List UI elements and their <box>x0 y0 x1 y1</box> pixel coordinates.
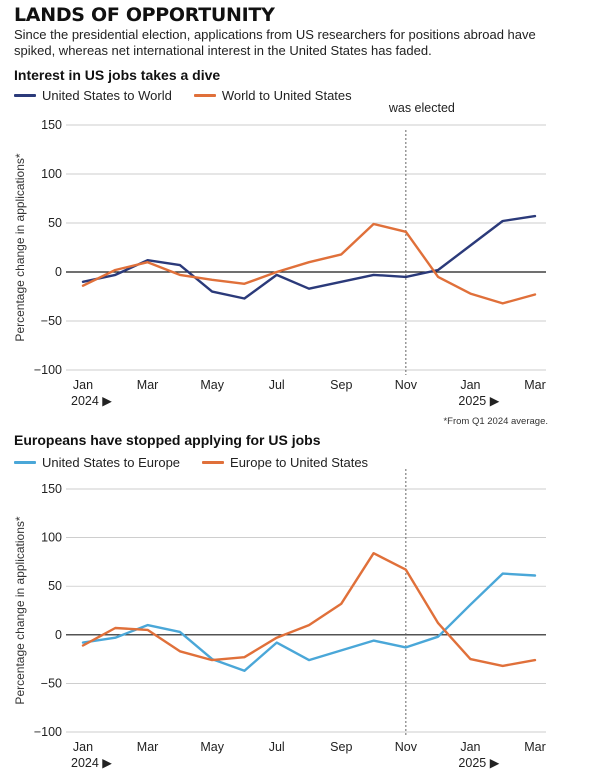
chart-1-legend-swatch-1 <box>193 94 216 97</box>
chart-1-annotation-text-1: was elected <box>388 101 455 115</box>
chart-1-legend-item-0: United States to World <box>14 88 172 103</box>
chart-2-ytick-label-1: −50 <box>41 676 62 690</box>
chart-1-legend-item-1: World to United States <box>193 88 352 103</box>
chart-1-xtick-label-4: Sep <box>330 378 352 392</box>
chart-1-legend-label-1: World to United States <box>221 88 352 103</box>
chart-2-legend-item-0: United States to Europe <box>14 455 180 470</box>
chart-1-ytick-label-1: −50 <box>41 314 62 328</box>
chart-2-legend-label-1: Europe to United States <box>230 455 369 470</box>
chart-2-series-line-1 <box>81 551 537 668</box>
chart-2-ylabel: Percentage change in applications* <box>13 516 27 704</box>
chart-2-plot: −100 −50 0 50 100 150 Percentage change in app… <box>13 469 546 770</box>
chart-2-ytick-label-2: 0 <box>55 628 62 642</box>
chart-1-ytick-label-5: 150 <box>41 118 62 132</box>
chart-2-xtick-label-2: May <box>200 740 224 754</box>
chart-2-ytick-label-5: 150 <box>41 482 62 496</box>
chart-1-xtick-label-1: Mar <box>137 378 159 392</box>
chart-2-xtick-label-1: Mar <box>137 740 159 754</box>
chart-2-xtick-label-4: Sep <box>330 740 352 754</box>
chart-2-legend-swatch-1 <box>202 461 225 464</box>
chart-1-series-line-0 <box>81 214 537 300</box>
chart-2-legend-item-1: Europe to United States <box>202 455 368 470</box>
chart-1-xtick-label-5: Nov <box>395 378 418 392</box>
chart-1-ytick-label-2: 0 <box>55 265 62 279</box>
chart-1-xtick-year-6: 2025 ▶ <box>458 394 499 408</box>
chart-1-xtick-label-3: Jul <box>269 378 285 392</box>
chart-1-plot: −100 −50 0 50 100 150 Percentage change in app… <box>13 101 546 408</box>
chart-2-legend: United States to Europe Europe to United… <box>14 455 390 470</box>
chart-2-xtick-label-5: Nov <box>395 740 418 754</box>
chart-1-ytick-label-0: −100 <box>34 363 62 377</box>
chart-2-ytick-label-0: −100 <box>34 725 62 739</box>
chart-1-legend: United States to World World to United S… <box>14 88 374 103</box>
chart-1-ylabel: Percentage change in applications* <box>13 153 27 341</box>
footnote: *From Q1 2024 average. <box>443 416 548 427</box>
page-subtitle: Since the presidential election, applica… <box>14 27 536 58</box>
chart-1-legend-label-0: United States to World <box>42 88 172 103</box>
chart-1-xtick-year-0: 2024 ▶ <box>71 394 112 408</box>
chart-1-ytick-label-3: 50 <box>48 216 62 230</box>
chart-1-series-line-1 <box>81 222 537 305</box>
chart-1-xtick-label-2: May <box>200 378 224 392</box>
chart-1-xtick-label-6: Jan <box>460 378 480 392</box>
chart-2-xtick-label-6: Jan <box>460 740 480 754</box>
chart-2-xtick-label-7: Mar <box>524 740 546 754</box>
chart-2-series-line-0 <box>81 572 537 673</box>
chart-1-xtick-label-0: Jan <box>73 378 93 392</box>
chart-2-xtick-label-0: Jan <box>73 740 93 754</box>
chart-1-title: Interest in US jobs takes a dive <box>14 67 221 83</box>
chart-2-ytick-label-3: 50 <box>48 579 62 593</box>
chart-2-legend-label-0: United States to Europe <box>42 455 181 470</box>
chart-1-ytick-label-4: 100 <box>41 167 62 181</box>
chart-2-ytick-label-4: 100 <box>41 531 62 545</box>
chart-2-xtick-year-0: 2024 ▶ <box>71 756 112 770</box>
chart-2-xtick-year-6: 2025 ▶ <box>458 756 499 770</box>
page-title: LANDS OF OPPORTUNITY <box>14 4 275 26</box>
chart-1-legend-swatch-0 <box>14 94 36 97</box>
chart-2-title: Europeans have stopped applying for US j… <box>14 432 321 448</box>
chart-2-xtick-label-3: Jul <box>269 740 285 754</box>
chart-1-xtick-label-7: Mar <box>524 378 546 392</box>
chart-2-legend-swatch-0 <box>14 461 36 464</box>
